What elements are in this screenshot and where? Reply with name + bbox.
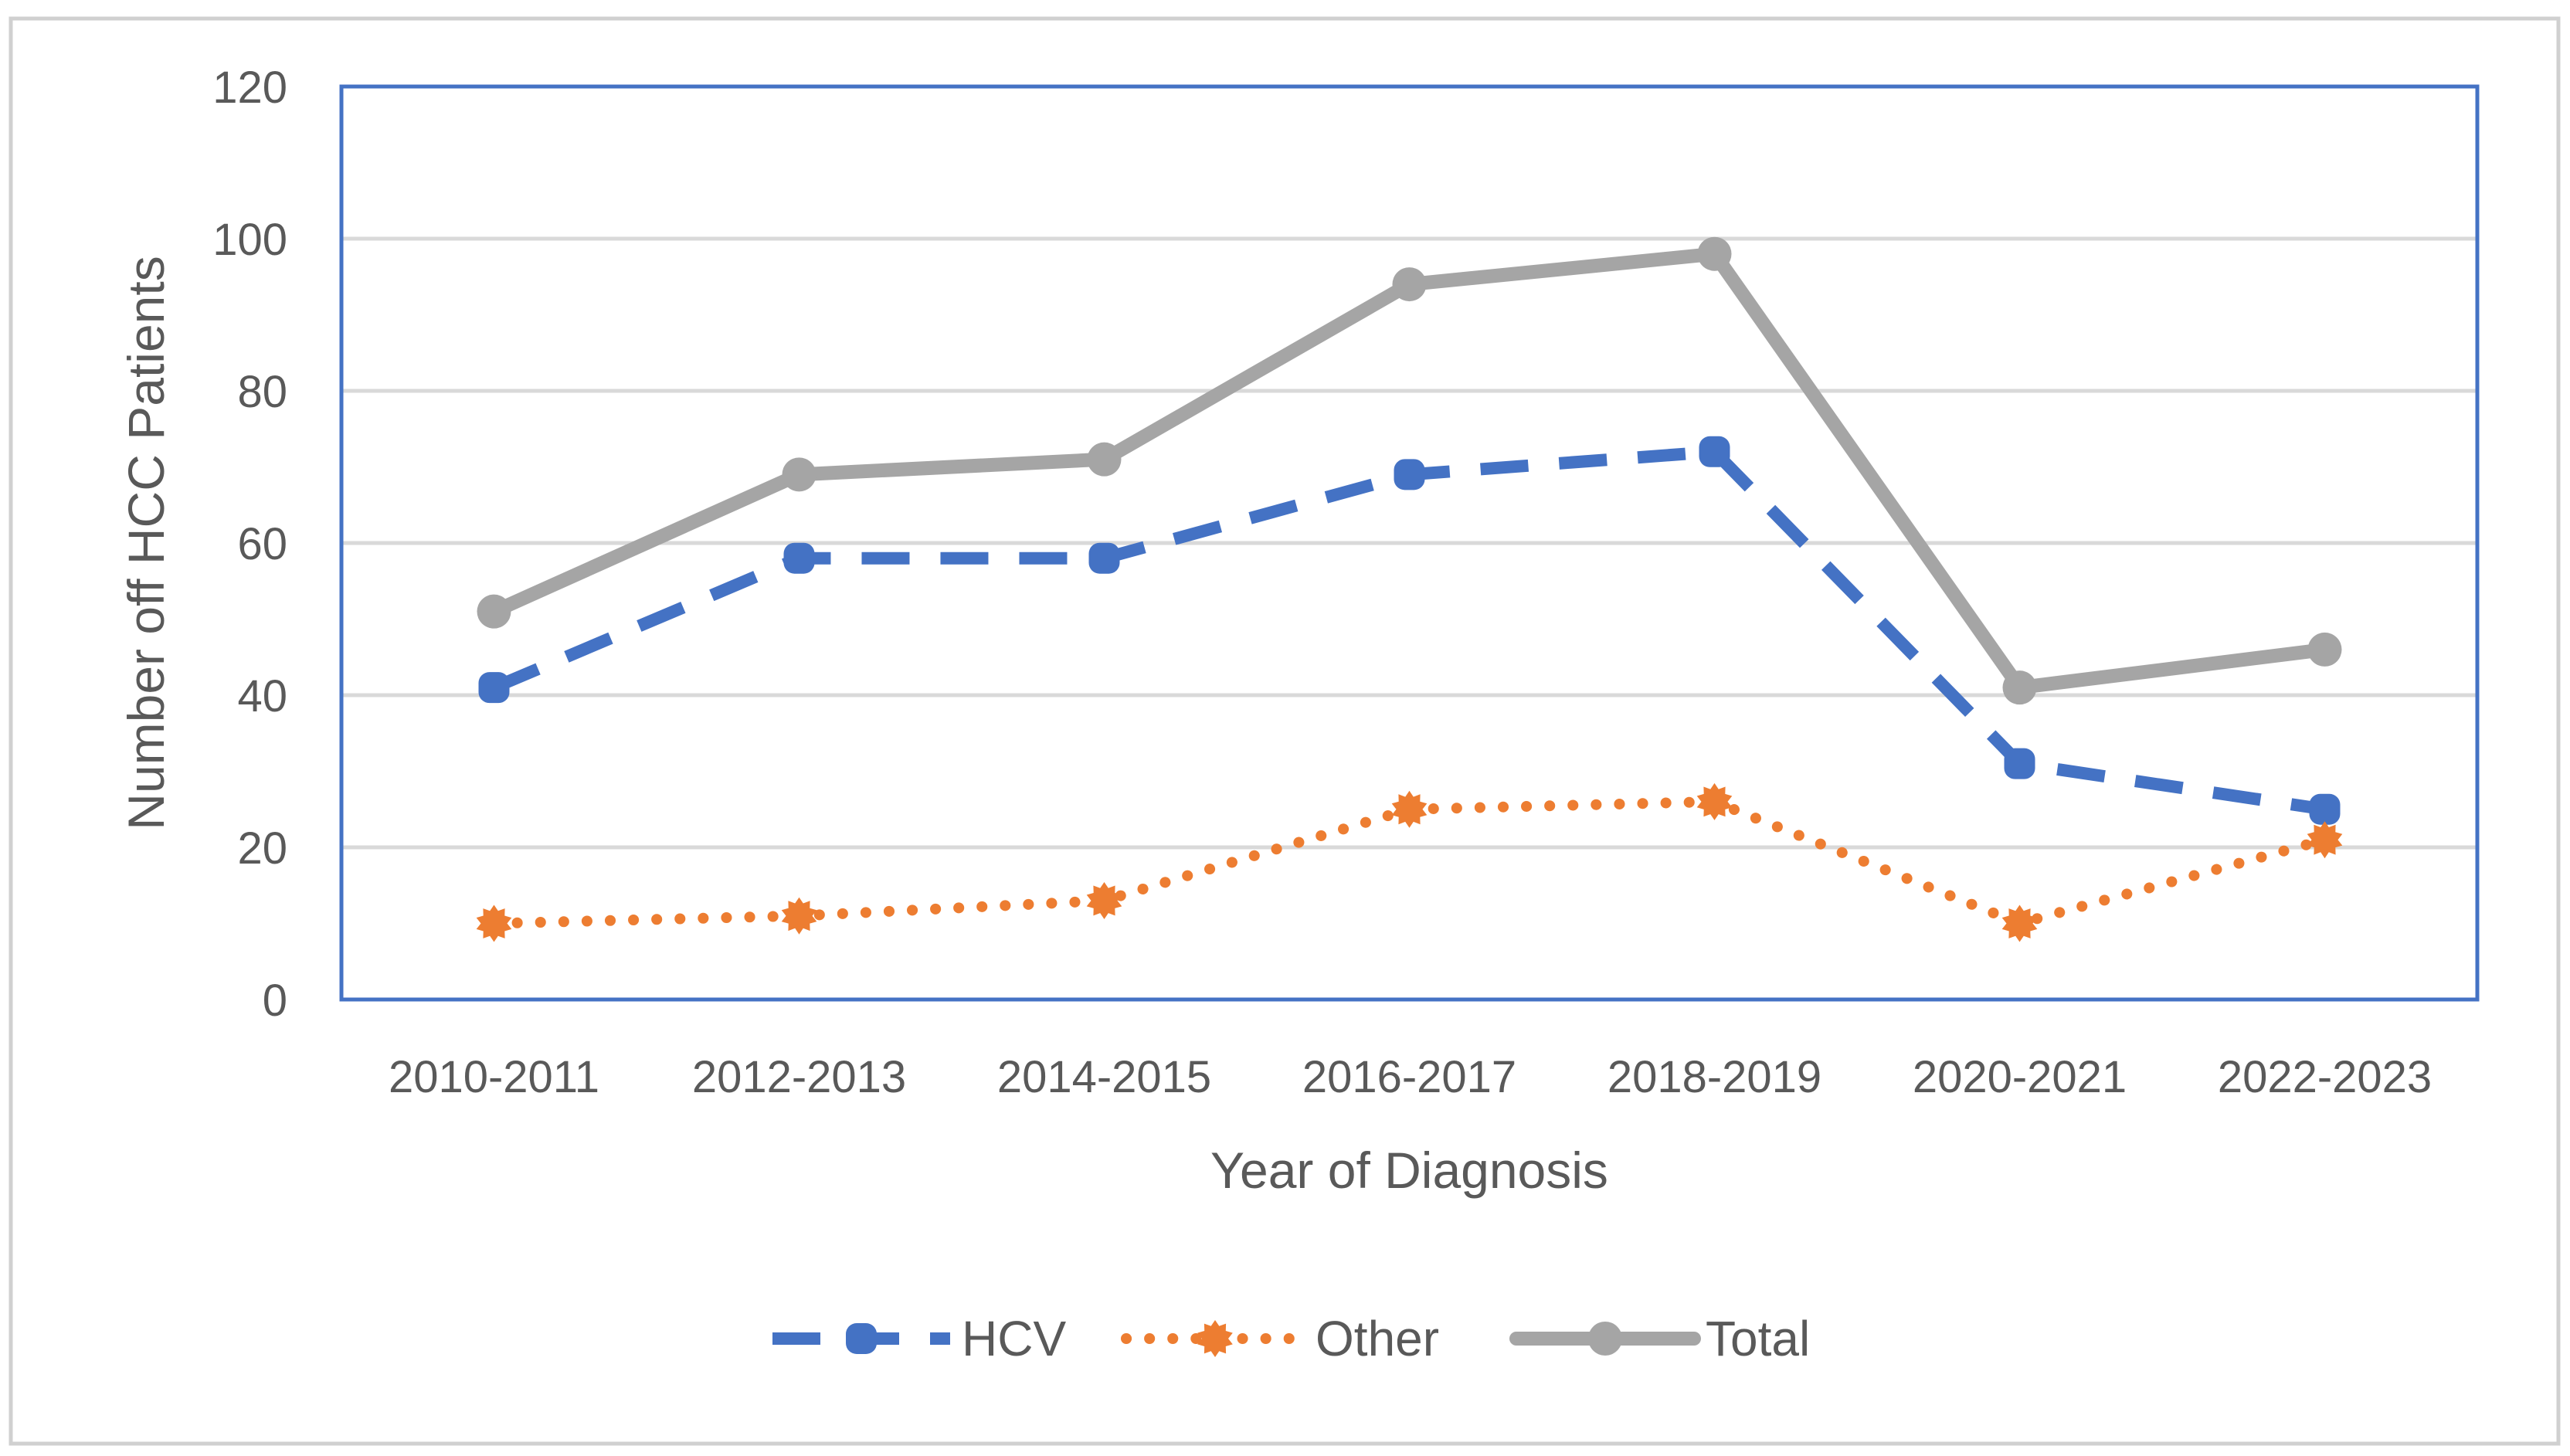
data-point-total — [782, 457, 816, 492]
y-tick-label: 80 — [237, 367, 287, 417]
data-point-other — [1696, 782, 1733, 820]
series-hcv — [478, 436, 2341, 825]
data-point-total — [2002, 670, 2037, 705]
series-lines — [476, 236, 2343, 942]
gridlines — [341, 236, 2477, 850]
x-tick-label: 2018-2019 — [1608, 1052, 1821, 1102]
data-point-other — [476, 904, 512, 942]
x-tick-label: 2010-2011 — [389, 1052, 599, 1102]
data-point-other — [2307, 821, 2343, 859]
data-point-hcv — [1394, 459, 1425, 490]
legend-label: Total — [1706, 1311, 1810, 1366]
data-point-hcv — [1088, 542, 1120, 574]
y-tick-label: 120 — [212, 63, 287, 113]
data-point-total — [1392, 267, 1427, 302]
x-axis-title: Year of Diagnosis — [1210, 1142, 1608, 1199]
y-tick-label: 20 — [237, 823, 287, 874]
series-total — [477, 236, 2342, 705]
legend-swatch-marker — [1588, 1322, 1622, 1356]
x-tick-label: 2016-2017 — [1302, 1052, 1516, 1102]
y-tick-label: 60 — [237, 519, 287, 569]
data-point-other — [2001, 904, 2038, 942]
legend-item-total: Total — [1509, 1311, 1810, 1366]
data-point-hcv — [478, 672, 510, 704]
data-point-total — [477, 594, 511, 629]
legend-item-other: Other — [1121, 1311, 1439, 1366]
x-tick-label: 2020-2021 — [1913, 1052, 2127, 1102]
data-point-hcv — [1699, 436, 1730, 467]
data-point-other — [1391, 790, 1428, 828]
legend: HCV Other Total — [772, 1311, 1810, 1366]
data-point-hcv — [2004, 748, 2035, 779]
legend-swatch-marker — [1197, 1320, 1233, 1357]
y-tick-label: 0 — [263, 976, 287, 1026]
y-tick-label: 40 — [237, 671, 287, 721]
y-axis-title: Number off HCC Patients — [117, 256, 175, 830]
legend-swatch-marker — [846, 1323, 877, 1354]
chart-outer-border — [8, 16, 2561, 1446]
data-point-other — [781, 897, 817, 935]
y-tick-label: 100 — [212, 215, 287, 265]
series-other — [476, 782, 2343, 942]
y-axis-ticks: 0 20 40 60 80 100 120 — [212, 63, 287, 1026]
plot-area-frame — [339, 84, 2480, 1002]
legend-label: Other — [1316, 1311, 1439, 1366]
data-point-total — [1087, 442, 1122, 477]
data-point-other — [1086, 882, 1122, 919]
legend-item-hcv: HCV — [772, 1311, 1066, 1366]
x-tick-label: 2022-2023 — [2218, 1052, 2432, 1102]
x-tick-label: 2014-2015 — [997, 1052, 1211, 1102]
legend-label: HCV — [962, 1311, 1066, 1366]
x-tick-label: 2012-2013 — [692, 1052, 906, 1102]
data-point-total — [1697, 236, 1732, 271]
data-point-hcv — [783, 542, 815, 574]
data-point-total — [2307, 632, 2342, 667]
data-point-hcv — [2309, 793, 2341, 825]
x-axis-ticks: 2010-2011 2012-2013 2014-2015 2016-2017 2018… — [389, 1052, 2432, 1102]
